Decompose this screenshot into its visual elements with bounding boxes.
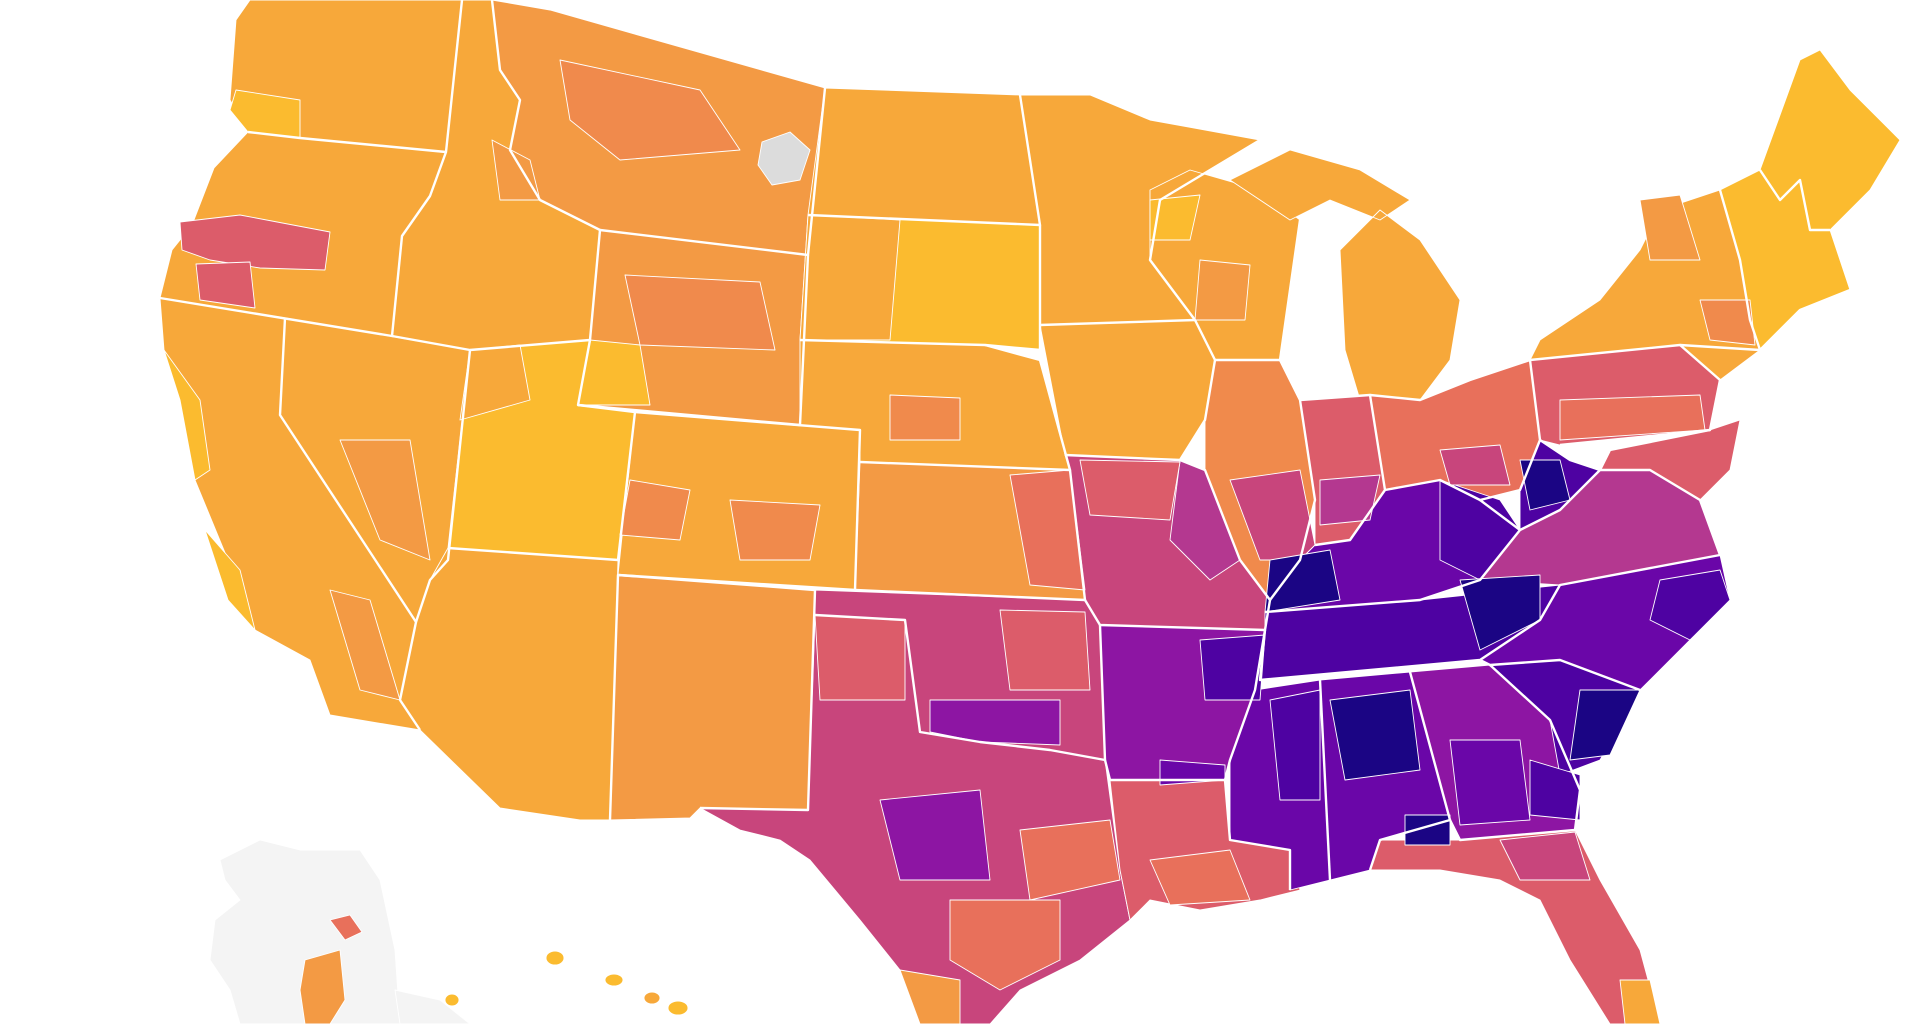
subregion-co-west[interactable] <box>619 479 691 541</box>
subregion-ok-northeast[interactable] <box>999 609 1091 691</box>
subregion-ga-coast[interactable] <box>1529 759 1581 821</box>
alaska-region-1[interactable] <box>299 949 346 1024</box>
subregion-wy-south[interactable] <box>624 274 776 351</box>
subregion-sd-west[interactable] <box>799 214 901 341</box>
subregion-tx-panhandle[interactable] <box>814 614 906 701</box>
subregion-mt-nodata <box>757 131 811 186</box>
subregion-ny-south[interactable] <box>1699 299 1756 346</box>
subregion-la-south[interactable] <box>1149 849 1251 906</box>
hawaii-island-5[interactable] <box>444 993 460 1007</box>
subregion-ga-west[interactable] <box>1449 739 1531 826</box>
alaska-region-2[interactable] <box>329 914 363 941</box>
hawaii-island-3[interactable] <box>643 991 661 1005</box>
subregion-mi-upper[interactable] <box>1194 259 1251 321</box>
alaska-panhandle <box>394 989 471 1024</box>
subregion-nv-central[interactable] <box>339 439 431 561</box>
subregion-ne-east[interactable] <box>889 394 961 441</box>
inset-hawaii <box>444 950 689 1016</box>
region-new-mexico[interactable] <box>609 574 816 821</box>
subregion-or-coast[interactable] <box>195 261 256 309</box>
hawaii-island-2[interactable] <box>604 973 624 987</box>
subregion-al-central[interactable] <box>1329 689 1421 781</box>
hawaii-island-4[interactable] <box>667 1000 689 1016</box>
state-borders <box>159 0 1851 890</box>
subregion-mt-central[interactable] <box>559 59 741 161</box>
region-michigan[interactable] <box>1229 149 1461 401</box>
subregion-mn-south[interactable] <box>1149 194 1201 241</box>
subregion-tx-central[interactable] <box>879 789 991 881</box>
region-iowa[interactable] <box>1039 319 1216 461</box>
region-north-dakota[interactable] <box>807 87 1041 226</box>
subregion-ar-east[interactable] <box>1199 634 1266 701</box>
subregion-fl-south[interactable] <box>1619 979 1661 1024</box>
alaska-shape <box>209 839 401 1024</box>
subregion-fl-north[interactable] <box>1499 831 1591 881</box>
subregion-ok-central[interactable] <box>929 699 1061 746</box>
subregion-ca-central[interactable] <box>163 349 211 481</box>
subregion-oh-south[interactable] <box>1439 444 1511 486</box>
region-arizona[interactable] <box>399 547 619 821</box>
subregion-tx-coast[interactable] <box>949 899 1061 991</box>
subregion-in-south[interactable] <box>1319 474 1381 526</box>
subregion-tx-southcoast[interactable] <box>899 969 961 1024</box>
subregion-co-south[interactable] <box>729 499 821 561</box>
subregion-il-south[interactable] <box>1229 469 1316 561</box>
inset-alaska <box>209 839 471 1024</box>
subregion-nc-east[interactable] <box>1649 569 1731 641</box>
subregion-mo-north[interactable] <box>1079 459 1181 521</box>
subregion-tx-east[interactable] <box>1019 819 1121 901</box>
subregion-ca-south[interactable] <box>204 529 256 631</box>
base-fills <box>159 0 1901 1024</box>
subregion-ms-central[interactable] <box>1269 689 1321 801</box>
subregion-sc-coast[interactable] <box>1569 689 1641 761</box>
hawaii-island-1[interactable] <box>545 950 565 966</box>
subregion-ny-west[interactable] <box>1639 194 1701 261</box>
subregion-ne-oregon[interactable] <box>179 214 331 271</box>
